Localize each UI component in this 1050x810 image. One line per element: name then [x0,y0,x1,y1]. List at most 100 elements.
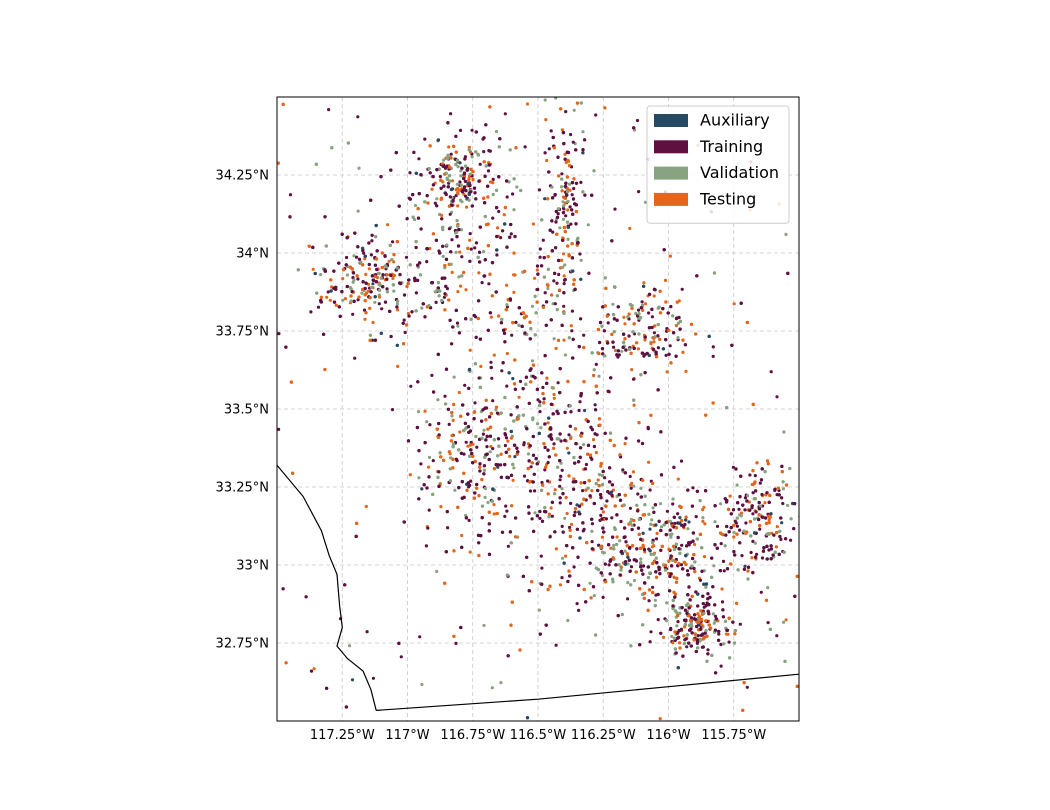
event-point [436,398,440,402]
event-point [512,466,516,470]
event-point [632,322,636,326]
event-point [636,492,640,496]
event-point [513,273,517,277]
event-point [730,343,734,347]
event-point [511,321,515,325]
event-point [455,219,459,223]
event-point [558,459,562,463]
event-point [784,537,788,541]
event-point [391,276,395,280]
event-point [561,492,565,496]
event-point [371,676,375,680]
event-point [364,504,368,509]
event-point [688,598,692,602]
event-point [553,488,557,492]
event-point [637,517,642,522]
event-point [435,427,439,431]
event-point [423,409,427,413]
event-point [647,512,651,517]
event-point [692,566,696,571]
event-point [454,162,458,167]
event-point [356,245,360,249]
event-point [659,430,663,434]
event-point [505,509,509,513]
event-point [714,617,719,621]
event-point [346,141,350,145]
event-point [451,445,455,449]
event-point [401,321,405,325]
event-point [556,465,560,469]
event-point [578,88,581,91]
event-point [689,616,694,620]
event-point [592,169,596,173]
event-point [719,502,723,506]
event-point [472,496,476,500]
event-point [652,331,657,335]
event-point [713,628,718,632]
event-point [765,491,769,495]
event-point [528,480,532,484]
event-point [557,174,561,178]
event-point [547,147,551,151]
event-point [745,499,749,503]
event-point [547,416,551,420]
event-point [495,248,499,252]
event-point [812,533,815,536]
event-point [658,502,663,506]
event-point [450,203,454,207]
event-point [482,274,486,278]
event-point [696,634,700,638]
event-point [530,580,534,584]
event-point [409,384,413,388]
event-point [739,514,743,518]
event-point [554,643,558,647]
event-point [488,149,492,153]
event-point [760,515,764,519]
event-point [789,538,793,542]
event-point [450,410,454,415]
event-point [537,431,541,435]
event-point [512,290,516,294]
event-point [399,655,403,659]
event-point [617,493,621,497]
event-point [805,529,808,532]
event-point [615,318,619,322]
event-point [510,333,514,337]
event-point [622,503,626,507]
event-point [655,561,659,565]
event-point [764,516,768,520]
event-point [648,527,652,531]
event-point [628,506,633,510]
event-point [478,162,482,166]
event-point [727,530,731,534]
event-point [580,502,584,506]
event-point [739,474,743,478]
event-point [751,491,755,495]
event-point [547,515,551,519]
event-point [704,604,708,608]
gridlines [277,97,799,721]
event-point [510,192,515,196]
event-point [563,438,567,442]
event-point [578,455,582,459]
event-point [408,171,412,175]
event-point [766,586,770,590]
event-point [711,585,715,589]
event-point [652,544,656,548]
event-point [713,603,717,607]
event-point [595,391,599,395]
event-point [719,531,723,535]
event-point [378,288,382,292]
event-point [656,346,661,350]
event-point [403,330,407,335]
event-point [439,505,443,509]
event-point [578,252,582,256]
event-point [505,195,509,199]
event-point [773,550,777,554]
event-point [413,218,417,222]
event-point [370,285,374,290]
event-point [499,452,503,456]
event-point [664,353,668,357]
event-point [590,517,594,521]
